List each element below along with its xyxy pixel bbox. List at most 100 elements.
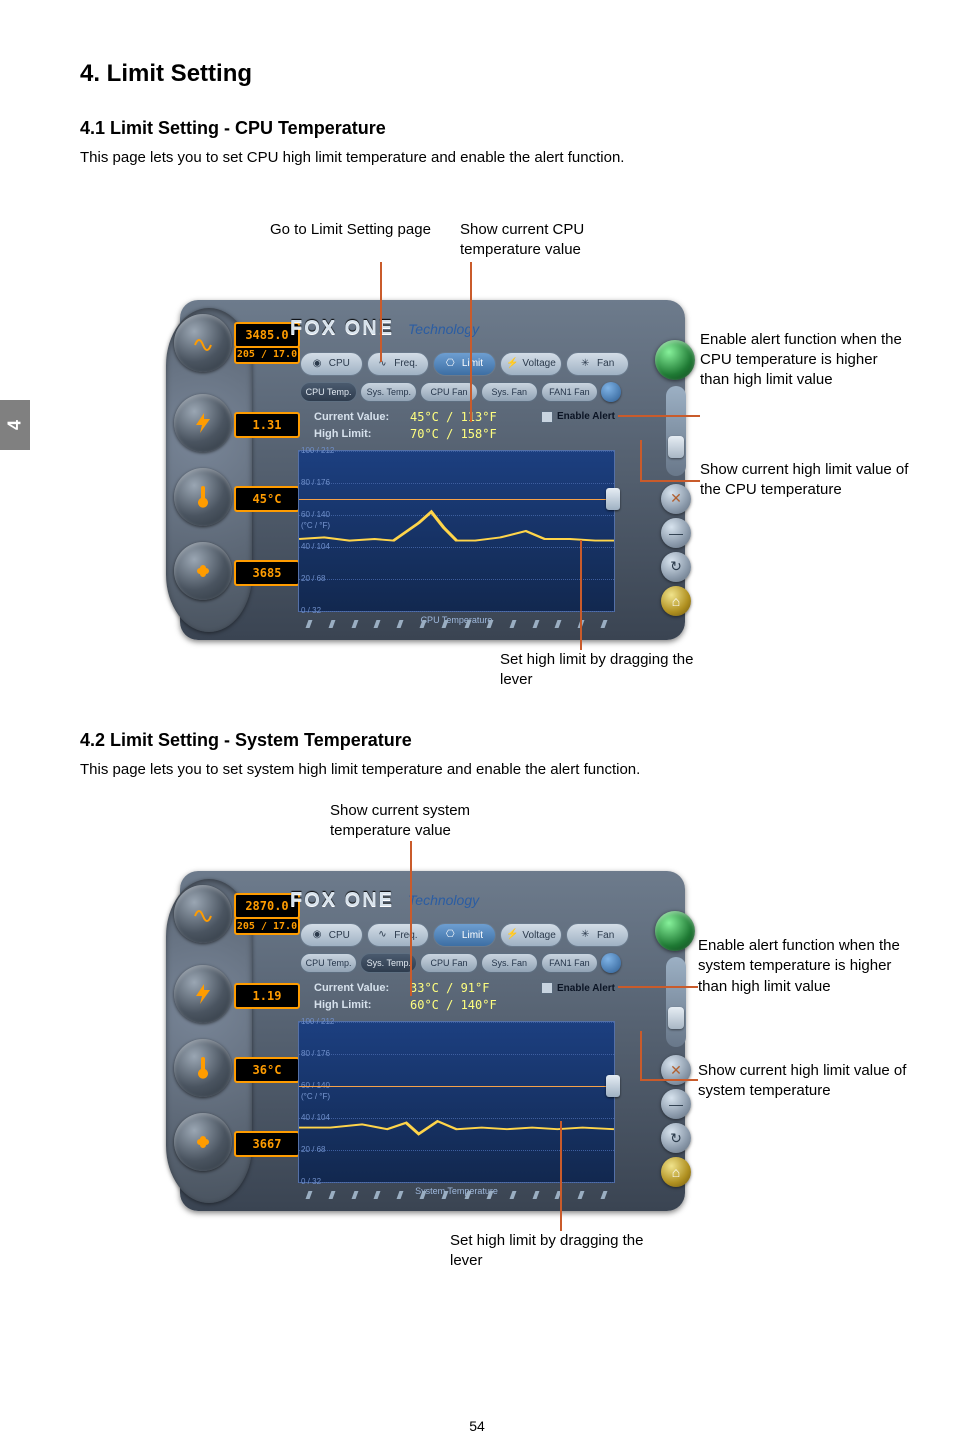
category-tab[interactable]: ∿Freq. [367,923,430,947]
sidebar-lcd: 3667 [234,1131,300,1157]
sub-tabs: CPU Temp.Sys. Temp.CPU FanSys. FanFAN1 F… [300,953,621,975]
sidebar-knob[interactable] [174,1039,232,1097]
high-limit-label: High Limit: [314,999,400,1011]
sidebar-lcd: 3685 [234,560,300,586]
refresh-button[interactable]: ↻ [661,552,691,582]
category-tab[interactable]: ✳Fan [566,352,629,376]
callout-text: Show current high limit value of system … [698,1061,908,1102]
chapter-side-tab: 4 [0,400,30,450]
foxone-app-panel: 2870.0205 / 17.01.1936°C3667✕—↻⌂FOX ONET… [180,871,685,1211]
sidebar-lcd-sub: 205 / 17.0 [234,917,300,935]
current-value-label: Current Value: [314,411,400,423]
category-tabs: ◉CPU∿Freq.⎔Limit⚡Voltage✳Fan [300,352,629,378]
category-tab[interactable]: ◉CPU [300,352,363,376]
value-readout: Current Value:45°C / 113°FEnable AlertHi… [314,410,615,441]
sub-tab[interactable]: CPU Temp. [300,382,357,402]
callout-leader-line [640,1079,698,1081]
sidebar-knob[interactable] [174,314,232,372]
sidebar-knob[interactable] [174,885,232,943]
section-body: This page lets you to set system high li… [80,759,904,782]
figure-wrap: 2870.0205 / 17.01.1936°C3667✕—↻⌂FOX ONET… [80,801,904,1321]
sidebar-knob[interactable] [174,394,232,452]
minimize-button[interactable]: — [661,518,691,548]
callout-text: Set high limit by dragging the lever [500,650,700,691]
home-button[interactable]: ⌂ [661,586,691,616]
sub-tab[interactable]: CPU Fan [420,953,477,973]
value-readout: Current Value: 33°C / 91°F Enable Alert Hig… [314,981,615,1012]
sidebar-cluster: 2870.0205 / 17.01.1936°C3667 [166,879,252,1203]
callout-leader-line [380,262,382,362]
callout-leader-line [618,415,700,417]
sidebar-knob[interactable] [174,1113,232,1171]
category-tab[interactable]: ⚡Voltage [500,923,563,947]
sidebar-cluster: 3485.0205 / 17.01.3145°C3685 [166,308,252,632]
vertical-slider[interactable] [666,386,686,476]
sidebar-lcd: 1.31 [234,412,300,438]
high-limit-lever[interactable] [606,1075,620,1097]
sub-tab[interactable]: Sys. Temp. [360,382,417,402]
category-tab[interactable]: ⎔Limit [433,923,496,947]
callout-text: Go to Limit Setting page [270,220,440,240]
close-button[interactable]: ✕ [661,484,691,514]
high-limit-label: High Limit: [314,428,400,440]
next-subtab-button[interactable] [601,953,621,973]
sidebar-lcd: 36°C [234,1057,300,1083]
page-number: 54 [469,1418,485,1434]
right-control-cluster: ✕—↻⌂ [655,340,697,610]
callout-text: Enable alert function when the CPU tempe… [700,330,910,391]
power-gem[interactable] [655,340,695,380]
section-heading: 4.2 Limit Setting - System Temperature [80,730,904,751]
callout-leader-line [640,1031,642,1079]
callout-leader-line [560,1121,562,1231]
minimize-button[interactable]: — [661,1089,691,1119]
current-value-label: Current Value: [314,982,400,994]
bottom-tick-row [298,1191,615,1201]
foxone-app-panel: 3485.0205 / 17.01.3145°C3685✕—↻⌂FOX ONET… [180,300,685,640]
right-control-cluster: ✕—↻⌂ [655,911,697,1181]
category-tab[interactable]: ⚡Voltage [500,352,563,376]
callout-text: Enable alert function when the system te… [698,936,918,997]
sidebar-lcd-sub: 205 / 17.0 [234,346,300,364]
figure-wrap: 3485.0205 / 17.01.3145°C3685 ✕ — ↻ ⌂ FOX ONE T… [80,190,904,710]
callout-text: Set high limit by dragging the lever [450,1231,650,1272]
sub-tab[interactable]: FAN1 Fan [541,953,598,973]
refresh-button[interactable]: ↻ [661,1123,691,1153]
callout-leader-line [410,841,412,996]
current-value: 33°C / 91°F [410,981,531,995]
sub-tab[interactable]: FAN1 Fan [541,382,598,402]
sub-tab[interactable]: Sys. Temp. [360,953,417,973]
section-body: This page lets you to set CPU high limit… [80,147,904,170]
sidebar-knob[interactable] [174,468,232,526]
bottom-tick-row [298,620,615,630]
sidebar-knob[interactable] [174,965,232,1023]
enable-alert-checkbox[interactable] [541,982,553,994]
category-tab[interactable]: ◉CPU [300,923,363,947]
sub-tab[interactable]: Sys. Fan [481,382,538,402]
high-limit-value: 70°C / 158°F [410,427,615,441]
sub-tabs: CPU Temp.Sys. Temp.CPU FanSys. FanFAN1 F… [300,382,621,404]
app-logo: FOX ONE [290,317,394,340]
temperature-chart: 100 / 21280 / 17660 / 14040 / 10420 / 68… [298,450,615,612]
home-button[interactable]: ⌂ [661,1157,691,1187]
sub-tab[interactable]: CPU Temp. [300,953,357,973]
enable-alert-control[interactable]: Enable Alert [541,411,615,423]
enable-alert-label: Enable Alert [557,983,615,994]
enable-alert-checkbox[interactable] [541,411,553,423]
high-limit-lever[interactable] [606,488,620,510]
vertical-slider[interactable] [666,957,686,1047]
callout-leader-line [618,986,698,988]
category-tab[interactable]: ⎔Limit [433,352,496,376]
callout-leader-line [640,440,642,480]
category-tab[interactable]: ✳Fan [566,923,629,947]
app-logo-tag: Technology [408,321,479,337]
chart-trace [299,1022,614,1182]
power-gem[interactable] [655,911,695,951]
chart-trace [299,451,614,611]
sub-tab[interactable]: Sys. Fan [481,953,538,973]
next-subtab-button[interactable] [601,382,621,402]
enable-alert-control[interactable]: Enable Alert [541,982,615,994]
callout-text: Show current high limit value of the CPU… [700,460,920,501]
category-tabs: ◉CPU∿Freq.⎔Limit⚡Voltage✳Fan [300,923,629,949]
sidebar-knob[interactable] [174,542,232,600]
category-tab[interactable]: ∿Freq. [367,352,430,376]
